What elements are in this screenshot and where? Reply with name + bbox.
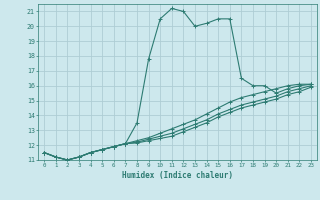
X-axis label: Humidex (Indice chaleur): Humidex (Indice chaleur) (122, 171, 233, 180)
